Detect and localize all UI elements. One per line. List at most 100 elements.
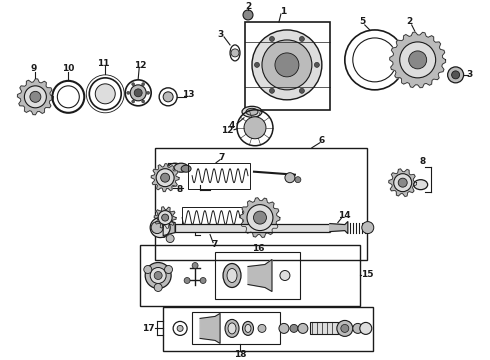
- Circle shape: [280, 270, 290, 280]
- Circle shape: [134, 89, 142, 97]
- Circle shape: [341, 324, 349, 332]
- Polygon shape: [330, 222, 348, 234]
- Text: 3: 3: [466, 70, 473, 79]
- Circle shape: [252, 30, 322, 100]
- Circle shape: [247, 204, 273, 231]
- Text: 8: 8: [419, 157, 426, 166]
- Text: 3: 3: [217, 31, 223, 40]
- Circle shape: [156, 169, 174, 187]
- Circle shape: [258, 324, 266, 332]
- Bar: [182, 207, 242, 231]
- Circle shape: [299, 36, 304, 41]
- Bar: [192, 312, 280, 345]
- Circle shape: [159, 230, 167, 238]
- Bar: [140, 244, 360, 306]
- Circle shape: [150, 267, 166, 283]
- Ellipse shape: [181, 165, 191, 172]
- Circle shape: [184, 278, 190, 283]
- Polygon shape: [200, 314, 220, 343]
- Text: 16: 16: [252, 244, 264, 253]
- Text: 15: 15: [362, 270, 374, 279]
- Circle shape: [147, 91, 149, 94]
- Circle shape: [151, 222, 163, 234]
- Polygon shape: [163, 220, 175, 235]
- Bar: [310, 323, 338, 334]
- Circle shape: [154, 283, 162, 292]
- Circle shape: [400, 42, 436, 78]
- Text: 1: 1: [280, 8, 286, 17]
- Circle shape: [299, 88, 304, 93]
- Circle shape: [360, 323, 372, 334]
- Text: 8: 8: [177, 185, 183, 194]
- Circle shape: [200, 278, 206, 283]
- Ellipse shape: [168, 163, 182, 172]
- Ellipse shape: [225, 319, 239, 337]
- Text: 7: 7: [212, 240, 218, 249]
- Circle shape: [142, 83, 145, 86]
- Circle shape: [409, 51, 427, 69]
- Circle shape: [353, 323, 363, 333]
- Circle shape: [362, 222, 374, 234]
- Circle shape: [161, 173, 170, 182]
- Circle shape: [158, 211, 172, 225]
- Circle shape: [285, 173, 295, 183]
- Text: 12: 12: [134, 62, 147, 71]
- Bar: [188, 163, 250, 189]
- Circle shape: [253, 211, 267, 224]
- Ellipse shape: [243, 321, 253, 336]
- Ellipse shape: [228, 323, 236, 334]
- Polygon shape: [390, 32, 445, 88]
- Ellipse shape: [174, 163, 188, 172]
- Circle shape: [145, 262, 171, 288]
- Bar: [245, 22, 330, 110]
- Circle shape: [163, 92, 173, 102]
- Text: 17: 17: [142, 324, 154, 333]
- Circle shape: [154, 271, 162, 279]
- Ellipse shape: [227, 269, 237, 283]
- Ellipse shape: [246, 108, 258, 115]
- Text: 10: 10: [62, 64, 74, 73]
- Circle shape: [127, 91, 130, 94]
- Polygon shape: [389, 169, 416, 197]
- Polygon shape: [248, 260, 272, 292]
- Text: 5: 5: [360, 18, 366, 27]
- Circle shape: [254, 62, 260, 67]
- Circle shape: [290, 324, 298, 332]
- Text: 9: 9: [30, 64, 37, 73]
- Text: 18: 18: [234, 350, 246, 359]
- Circle shape: [24, 86, 47, 108]
- Bar: [215, 252, 300, 300]
- Ellipse shape: [223, 264, 241, 288]
- Circle shape: [295, 177, 301, 183]
- Bar: [163, 307, 373, 351]
- Text: 6: 6: [318, 136, 325, 145]
- Circle shape: [279, 323, 289, 333]
- Circle shape: [130, 85, 146, 101]
- Circle shape: [100, 89, 110, 99]
- Polygon shape: [151, 164, 179, 192]
- Circle shape: [270, 88, 274, 93]
- Ellipse shape: [242, 106, 262, 117]
- Circle shape: [142, 100, 145, 103]
- Text: 11: 11: [97, 59, 109, 68]
- Circle shape: [165, 266, 172, 274]
- Circle shape: [243, 10, 253, 20]
- Bar: [155, 148, 367, 260]
- Ellipse shape: [414, 180, 428, 190]
- Text: 2: 2: [245, 3, 251, 12]
- Bar: [175, 224, 330, 231]
- Circle shape: [132, 100, 135, 103]
- Circle shape: [166, 235, 174, 243]
- Circle shape: [452, 71, 460, 79]
- Circle shape: [270, 36, 274, 41]
- Circle shape: [231, 49, 239, 57]
- Text: 2: 2: [407, 18, 413, 27]
- Circle shape: [244, 117, 266, 139]
- Circle shape: [448, 67, 464, 83]
- Circle shape: [262, 40, 312, 90]
- Circle shape: [298, 323, 308, 333]
- Circle shape: [30, 91, 41, 102]
- Circle shape: [150, 217, 170, 238]
- Polygon shape: [154, 207, 176, 229]
- Polygon shape: [240, 198, 280, 238]
